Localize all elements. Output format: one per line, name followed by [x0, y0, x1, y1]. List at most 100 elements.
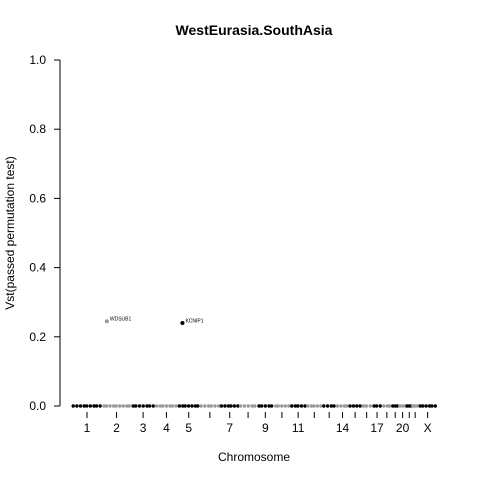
baseline-point: [108, 404, 112, 408]
baseline-point: [141, 404, 145, 408]
baseline-point: [71, 404, 75, 408]
baseline-point: [410, 404, 415, 408]
baseline-point: [325, 404, 330, 408]
baseline-point: [374, 404, 379, 408]
baseline-point: [147, 404, 152, 408]
baseline-point: [213, 404, 217, 408]
baseline-point: [283, 404, 288, 408]
baseline-point: [303, 404, 307, 408]
baseline-point: [199, 404, 203, 408]
x-tick-label: 7: [226, 421, 233, 435]
baseline-point: [257, 404, 261, 408]
baseline-point: [269, 404, 274, 408]
baseline-point: [88, 404, 93, 408]
baseline-point: [274, 404, 278, 408]
baseline-point: [190, 404, 194, 408]
baseline-point: [401, 404, 405, 408]
baseline-point: [339, 404, 343, 408]
y-tick-label: 1.0: [29, 53, 46, 67]
baseline-point: [168, 404, 172, 408]
baseline-point: [420, 404, 425, 408]
baseline-point: [236, 404, 240, 408]
baseline-point: [315, 404, 320, 408]
baseline-point: [322, 404, 326, 408]
baseline-point: [372, 404, 376, 408]
baseline-point: [92, 404, 96, 408]
baseline-point: [391, 404, 395, 408]
baseline-point: [164, 404, 169, 408]
baseline-point: [263, 404, 268, 408]
baseline-point: [348, 404, 352, 408]
x-tick-label: X: [424, 421, 432, 435]
x-tick-label: 3: [140, 421, 147, 435]
baseline-point: [137, 404, 142, 408]
baseline-point: [358, 404, 362, 408]
baseline-point: [355, 404, 359, 408]
baseline-point: [242, 404, 247, 408]
baseline-point: [427, 404, 432, 408]
chart-title: WestEurasia.SouthAsia: [176, 22, 333, 38]
x-tick-label: 2: [113, 421, 120, 435]
baseline-point: [395, 404, 399, 408]
baseline-point: [151, 404, 155, 408]
x-tick-label: 11: [292, 421, 305, 435]
baseline-point: [306, 404, 310, 408]
baseline-point: [361, 404, 366, 408]
baseline-point: [335, 404, 340, 408]
x-tick-label: 20: [396, 421, 410, 435]
baseline-point: [290, 404, 294, 408]
baseline-point: [388, 404, 392, 408]
baseline-point: [82, 404, 86, 408]
baseline-point: [78, 404, 83, 408]
baseline-point: [114, 404, 118, 408]
baseline-point: [127, 404, 131, 408]
y-tick-label: 0.8: [29, 122, 46, 136]
baseline-point: [250, 404, 254, 408]
baseline-point: [253, 404, 257, 408]
baseline-point: [161, 404, 165, 408]
baseline-point: [299, 404, 304, 408]
baseline-point: [203, 404, 207, 408]
baseline-point: [75, 404, 79, 408]
baseline-point: [226, 404, 231, 408]
baseline-point: [332, 404, 336, 408]
baseline-point: [186, 404, 191, 408]
baseline-point: [413, 404, 417, 408]
baseline-point: [102, 404, 106, 408]
baseline-point: [209, 404, 213, 408]
x-tick-label: 5: [185, 421, 192, 435]
baseline-point: [158, 404, 163, 408]
baseline-point: [368, 404, 372, 408]
baseline-point: [280, 404, 284, 408]
baseline-point: [351, 404, 356, 408]
x-tick-label: 4: [163, 421, 170, 435]
baseline-point: [84, 404, 89, 408]
baseline-point: [345, 404, 349, 408]
y-tick-label: 0.6: [29, 191, 46, 205]
baseline-point: [293, 404, 298, 408]
baseline-point: [193, 404, 198, 408]
baseline-point: [430, 404, 434, 408]
baseline-point: [232, 404, 237, 408]
baseline-point: [174, 404, 178, 408]
baseline-point: [364, 404, 369, 408]
baseline-point: [433, 404, 437, 408]
baseline-point: [98, 404, 102, 408]
baseline-point: [155, 404, 159, 408]
baseline-point: [121, 404, 125, 408]
baseline-point: [424, 404, 428, 408]
baseline-point: [296, 404, 300, 408]
baseline-point: [104, 404, 109, 408]
baseline-point: [276, 404, 280, 408]
baseline-point: [117, 404, 122, 408]
x-tick-label: 17: [370, 421, 384, 435]
baseline-point: [181, 404, 185, 408]
baseline-point: [382, 404, 386, 408]
baseline-point: [385, 404, 389, 408]
baseline-point: [131, 404, 135, 408]
baseline-point: [229, 404, 233, 408]
highlighted-point: [180, 320, 185, 325]
y-tick-label: 0.0: [29, 399, 46, 413]
baseline-point: [415, 404, 420, 408]
baseline-point: [287, 404, 291, 408]
